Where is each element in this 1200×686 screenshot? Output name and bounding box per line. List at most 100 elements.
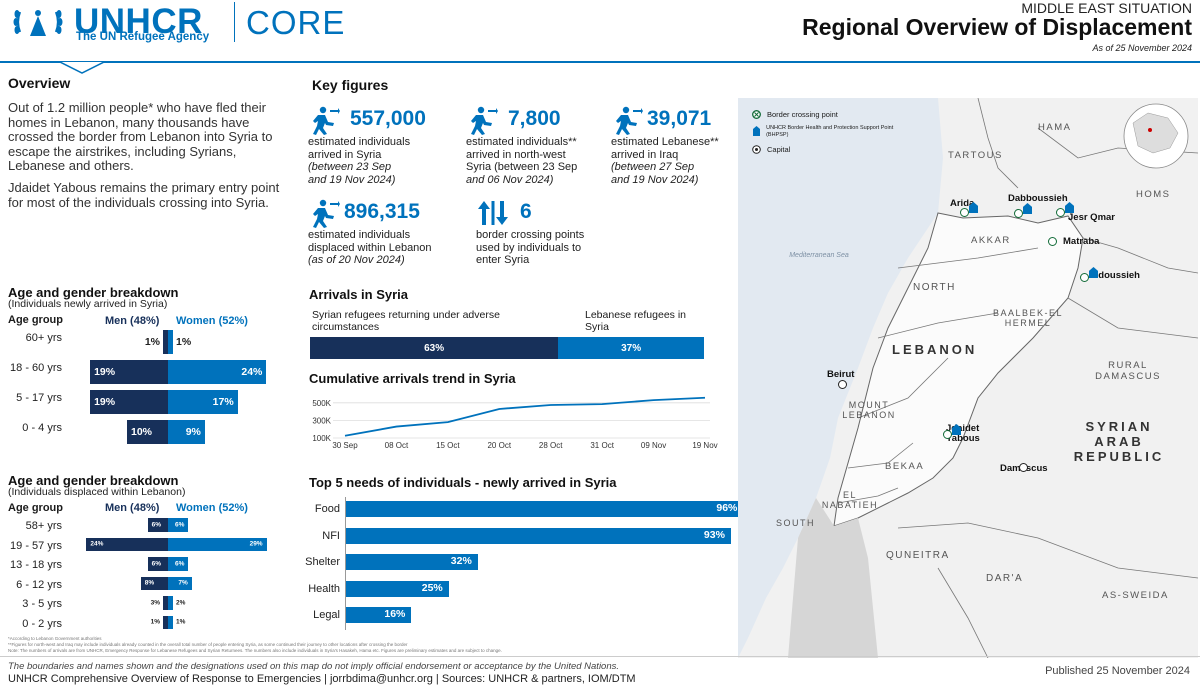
- x-tick-label: 20 Oct: [487, 441, 511, 450]
- bhpsp-icon: [753, 126, 760, 136]
- logo-divider: [234, 2, 235, 42]
- x-tick-label: 15 Oct: [436, 441, 460, 450]
- published-date: Published 25 November 2024: [1045, 665, 1190, 677]
- map-region-label: MOUNT LEBANON: [842, 400, 896, 421]
- key-figure-text: (as of 20 Nov 2024): [308, 254, 405, 266]
- needs-heading: Top 5 needs of individuals - newly arriv…: [309, 475, 617, 490]
- footer-rule: [0, 656, 1200, 657]
- y-tick-label: 100K: [312, 434, 331, 443]
- men-bar: 6%: [147, 557, 168, 571]
- header-notch-icon: [60, 62, 104, 74]
- map-region-label: AKKAR: [971, 235, 1011, 246]
- men-bar: 19%: [90, 360, 168, 384]
- men-bar: 10%: [127, 420, 168, 444]
- border-crossing-icon: [960, 208, 969, 217]
- needs-category-label: NFI: [322, 529, 340, 542]
- map-place-label: Arida: [950, 198, 975, 209]
- key-figure-text: (between 27 Sep: [611, 161, 695, 173]
- age-group-label: 0 - 4 yrs: [22, 422, 62, 434]
- men-bar-label: 6%: [151, 560, 161, 568]
- men-bar: 19%: [90, 390, 168, 414]
- unhcr-emblem-icon: [13, 10, 63, 36]
- sea-label: Mediterranean Sea: [789, 252, 849, 259]
- map-legend: Border crossing point UNHCR Border Healt…: [752, 107, 902, 156]
- men-bar-label: 24%: [90, 540, 104, 548]
- key-figure-value: 39,071: [647, 107, 712, 130]
- women-bar: 6%: [168, 557, 189, 571]
- page-title: Regional Overview of Displacement: [802, 14, 1192, 40]
- map-region-label: QUNEITRA: [886, 550, 950, 561]
- key-figure-value: 896,315: [344, 200, 420, 223]
- key-figure-value: 7,800: [508, 107, 561, 130]
- map-place-label: Beirut: [827, 369, 855, 380]
- age-lebanon-pyramid: 58+ yrs 6% 6% 19 - 57 yrs 24% 29% 13 - 18 yrs 6…: [0, 516, 290, 630]
- women-bar: 6%: [168, 518, 189, 532]
- women-bar-label: 9%: [185, 426, 201, 438]
- map-region-label: TARTOUS: [948, 150, 1003, 161]
- region-label: MIDDLE EAST SITUATION: [1021, 0, 1192, 16]
- men-bar-label: 6%: [151, 521, 161, 529]
- women-bar: 1%: [168, 330, 191, 354]
- capital-icon: [1019, 463, 1028, 472]
- bhpsp-icon: [1065, 202, 1074, 213]
- age-group-label: 5 - 17 yrs: [16, 392, 62, 404]
- arrivals-syrian-label: Syrian refugees returning under adverse …: [312, 309, 500, 333]
- women-bar: 1%: [168, 615, 185, 629]
- legend-label: Border crossing point: [767, 109, 838, 119]
- capital-icon: [838, 380, 847, 389]
- person-arrow-icon: [471, 106, 498, 135]
- map-region-label: BEKAA: [885, 461, 925, 472]
- legend-label: Capital: [767, 144, 791, 154]
- map-place-label: Jdaidet Yabous: [946, 423, 980, 444]
- legend-item: UNHCR Border Health and Protection Suppo…: [752, 125, 902, 138]
- age-group-header: Age group: [8, 314, 63, 326]
- map-region-label: NORTH: [913, 282, 956, 293]
- map-place-label: Matraba: [1063, 236, 1100, 247]
- footnote: Note: The numbers of arrivals are from U…: [8, 648, 502, 653]
- age-syria-heading: Age and gender breakdown: [8, 285, 179, 300]
- women-bar-label: 24%: [241, 366, 263, 378]
- map-region-label: AS-SWEIDA: [1102, 590, 1169, 601]
- map-region-label: HOMS: [1136, 189, 1171, 200]
- map-place-label: Jesr Qmar: [1068, 212, 1116, 223]
- key-figure-text: Syria (between 23 Sep: [466, 161, 578, 173]
- needs-bar: 96%: [345, 501, 744, 517]
- needs-axis-line: [345, 497, 346, 630]
- map-place-label: Dabboussieh: [1008, 193, 1068, 204]
- men-bar: 8%: [140, 576, 168, 590]
- women-bar-label: 6%: [174, 521, 185, 529]
- trend-line: [344, 396, 706, 437]
- women-bar-label: 7%: [178, 579, 188, 587]
- key-figure-text: estimated individuals**: [466, 136, 577, 148]
- border-crossing-icon: [1080, 273, 1089, 282]
- border-crossing-icon: [1056, 208, 1065, 217]
- key-figure-text: arrived in Syria: [308, 148, 382, 161]
- y-tick-label: 500K: [312, 399, 331, 408]
- key-figure-value: 6: [520, 200, 532, 223]
- credit-line: UNHCR Comprehensive Overview of Response…: [8, 673, 636, 685]
- trend-heading: Cumulative arrivals trend in Syria: [309, 371, 516, 386]
- women-bar: 17%: [168, 390, 238, 414]
- men-bar: 1%: [145, 330, 168, 354]
- border-crossing-icon: [1048, 237, 1057, 246]
- women-bar: 29%: [168, 537, 267, 551]
- women-bar-label: 1%: [176, 618, 186, 626]
- key-figure-text: estimated Lebanese**: [611, 136, 719, 148]
- bhpsp-icon: [969, 202, 978, 213]
- women-bar-label: 29%: [249, 540, 263, 548]
- age-syria-pyramid: 60+ yrs 1% 1% 18 - 60 yrs 19% 24% 5 - 17 yrs 19…: [0, 328, 290, 453]
- map-place-label: Jdoussieh: [1093, 270, 1140, 281]
- map-region-label: EL NABATIEH: [821, 490, 879, 511]
- women-bar-label: 17%: [212, 396, 234, 408]
- arrivals-lebanese-segment: 37%: [558, 337, 704, 359]
- age-group-label: 6 - 12 yrs: [16, 578, 62, 591]
- men-bar-label: 19%: [94, 396, 116, 408]
- key-figure-text: and 06 Nov 2024): [466, 173, 554, 186]
- men-bar-label: 1%: [144, 336, 160, 348]
- women-bar-label: 2%: [176, 599, 186, 607]
- legend-label: UNHCR Border Health and Protection Suppo…: [766, 125, 894, 138]
- men-bar-label: 3%: [150, 599, 160, 607]
- key-figure-text: and 19 Nov 2024): [611, 173, 699, 186]
- men-bar-label: 8%: [144, 579, 155, 587]
